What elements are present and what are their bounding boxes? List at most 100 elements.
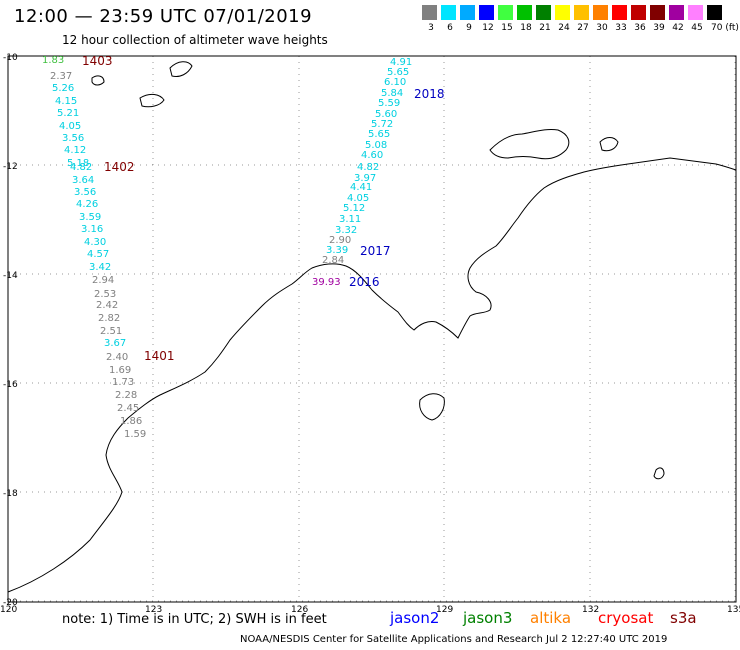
lon-tick-label: 132 bbox=[582, 605, 599, 615]
scale-swatch bbox=[517, 5, 532, 20]
wave-height-reading: 2.28 bbox=[115, 390, 137, 401]
scale-label: 6 bbox=[447, 23, 453, 33]
wave-height-reading: 4.82 bbox=[70, 162, 92, 173]
scale-label: 33 bbox=[615, 23, 627, 33]
scale-swatch bbox=[650, 5, 665, 20]
wave-height-reading: 2.84 bbox=[322, 255, 344, 266]
footer-note: note: 1) Time is in UTC; 2) SWH is in fe… bbox=[62, 612, 327, 627]
wave-height-reading: 5.08 bbox=[365, 140, 387, 151]
wave-height-reading: 1.83 bbox=[42, 55, 64, 66]
wave-height-reading: 4.91 bbox=[390, 57, 412, 68]
scale-swatch bbox=[574, 5, 589, 20]
pass-label: 2017 bbox=[360, 244, 391, 258]
lon-tick-label: 129 bbox=[436, 605, 453, 615]
wave-height-reading: 4.12 bbox=[64, 145, 86, 156]
scale-label: 45 bbox=[691, 23, 703, 33]
scale-swatch bbox=[612, 5, 627, 20]
scale-label: 18 bbox=[520, 23, 532, 33]
scale-swatch bbox=[555, 5, 570, 20]
scale-label: 27 bbox=[577, 23, 589, 33]
scale-swatch bbox=[460, 5, 475, 20]
lat-tick-label: -10 bbox=[3, 53, 18, 63]
scale-swatch bbox=[479, 5, 494, 20]
wave-height-reading: 4.57 bbox=[87, 249, 109, 260]
scale-swatch bbox=[593, 5, 608, 20]
scale-label: 30 bbox=[596, 23, 608, 33]
wave-height-reading: 39.93 bbox=[312, 277, 341, 288]
wave-height-reading: 4.82 bbox=[357, 162, 379, 173]
wave-height-reading: 5.84 bbox=[381, 88, 403, 99]
wave-height-reading: 1.86 bbox=[120, 416, 142, 427]
wave-height-reading: 3.42 bbox=[89, 262, 111, 273]
wave-height-reading: 5.59 bbox=[378, 98, 400, 109]
chart-title: 12:00 — 23:59 UTC 07/01/2019 bbox=[14, 6, 313, 27]
wave-height-reading: 5.72 bbox=[371, 119, 393, 130]
scale-swatch bbox=[441, 5, 456, 20]
wave-height-reading: 5.18 bbox=[67, 158, 89, 169]
scale-swatch bbox=[498, 5, 513, 20]
wave-height-reading: 3.64 bbox=[72, 175, 94, 186]
map-frame bbox=[7, 55, 737, 603]
lat-tick-label: -20 bbox=[3, 598, 18, 608]
wave-height-reading: 2.45 bbox=[117, 403, 139, 414]
satellite-legend-jason2: jason2 bbox=[390, 609, 440, 627]
scale-label: 70 (ft) bbox=[711, 23, 739, 33]
satellite-legend-altika: altika bbox=[530, 609, 572, 627]
wave-height-reading: 3.56 bbox=[62, 133, 84, 144]
wave-height-reading: 5.65 bbox=[387, 67, 409, 78]
lat-tick-label: -16 bbox=[3, 380, 18, 390]
wave-height-reading: 3.67 bbox=[104, 338, 126, 349]
wave-height-reading: 4.41 bbox=[350, 182, 372, 193]
satellite-legend-s3a: s3a bbox=[670, 609, 697, 627]
lon-tick-label: 120 bbox=[0, 605, 17, 615]
wave-height-reading: 1.69 bbox=[109, 365, 131, 376]
scale-label: 3 bbox=[428, 23, 434, 33]
scale-label: 21 bbox=[539, 23, 551, 33]
wave-height-reading: 2.51 bbox=[100, 326, 122, 337]
lon-tick-label: 126 bbox=[291, 605, 308, 615]
pass-label: 2016 bbox=[349, 275, 380, 289]
scale-label: 42 bbox=[672, 23, 684, 33]
satellite-legend-jason3: jason3 bbox=[463, 609, 513, 627]
wave-height-reading: 4.60 bbox=[361, 150, 383, 161]
wave-height-reading: 5.26 bbox=[52, 83, 74, 94]
scale-label: 9 bbox=[466, 23, 472, 33]
wave-height-reading: 1.59 bbox=[124, 429, 146, 440]
scale-label: 39 bbox=[653, 23, 665, 33]
wave-height-reading: 4.15 bbox=[55, 96, 77, 107]
wave-height-reading: 5.12 bbox=[343, 203, 365, 214]
lat-tick-label: -12 bbox=[3, 162, 18, 172]
wave-height-reading: 3.59 bbox=[79, 212, 101, 223]
scale-swatch bbox=[688, 5, 703, 20]
pass-label: 1401 bbox=[144, 349, 175, 363]
coastline bbox=[7, 61, 737, 593]
scale-label: 12 bbox=[482, 23, 494, 33]
scale-label: 15 bbox=[501, 23, 513, 33]
wave-height-reading: 2.90 bbox=[329, 235, 351, 246]
wave-height-reading: 4.30 bbox=[84, 237, 106, 248]
wave-height-reading: 2.40 bbox=[106, 352, 128, 363]
wave-height-reading: 4.26 bbox=[76, 199, 98, 210]
satellite-legend-cryosat: cryosat bbox=[598, 609, 654, 627]
credit-line: NOAA/NESDIS Center for Satellite Applica… bbox=[240, 634, 668, 645]
lon-tick-label: 135 bbox=[727, 605, 740, 615]
wave-height-reading: 4.05 bbox=[347, 193, 369, 204]
wave-height-reading: 2.94 bbox=[92, 275, 114, 286]
wave-height-reading: 2.42 bbox=[96, 300, 118, 311]
wave-height-reading: 5.60 bbox=[375, 109, 397, 120]
wave-height-reading: 3.39 bbox=[326, 245, 348, 256]
scale-swatch bbox=[669, 5, 684, 20]
wave-height-reading: 3.11 bbox=[339, 214, 361, 225]
lat-tick-label: -18 bbox=[3, 489, 18, 499]
wave-height-reading: 3.16 bbox=[81, 224, 103, 235]
pass-label: 1403 bbox=[82, 54, 113, 68]
wave-height-reading: 1.73 bbox=[112, 377, 134, 388]
chart-subtitle: 12 hour collection of altimeter wave hei… bbox=[62, 33, 328, 47]
scale-swatch bbox=[422, 5, 437, 20]
wave-height-reading: 5.21 bbox=[57, 108, 79, 119]
scale-swatch bbox=[536, 5, 551, 20]
lon-tick-label: 123 bbox=[145, 605, 162, 615]
wave-height-reading: 2.53 bbox=[94, 289, 116, 300]
scale-swatch bbox=[707, 5, 722, 20]
